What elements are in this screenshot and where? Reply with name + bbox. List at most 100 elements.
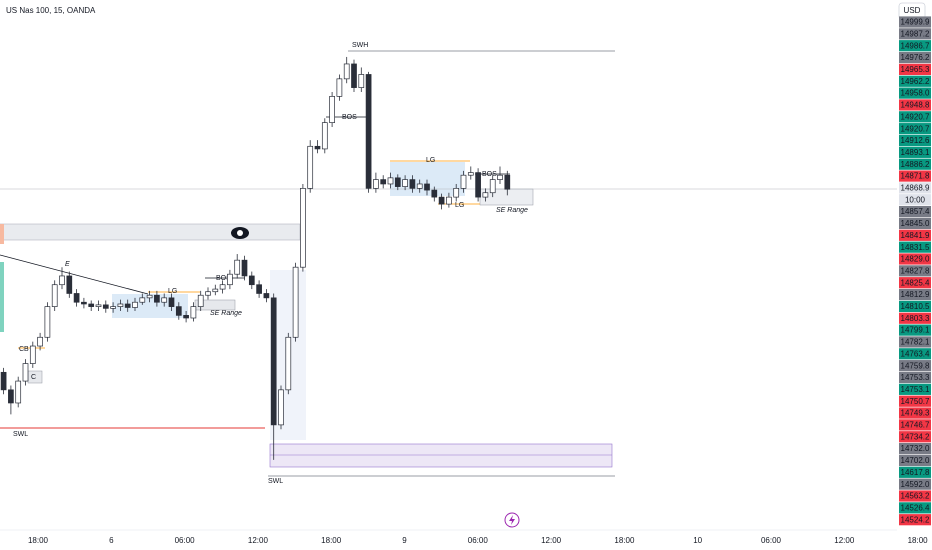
price-label-bg	[899, 206, 931, 218]
candle-body	[278, 389, 284, 426]
candle-body	[329, 96, 335, 123]
x-tick-label: 18:00	[28, 536, 49, 545]
price-label-bg	[899, 514, 931, 526]
price-label-bg	[899, 40, 931, 52]
candle-body	[51, 284, 58, 307]
price-label: 14831.5	[901, 243, 930, 252]
price-label: 14810.5	[901, 302, 930, 311]
candle-body	[132, 301, 138, 308]
candle-body	[292, 266, 299, 338]
x-tick-label: 18:00	[321, 536, 342, 545]
price-label: 14799.1	[901, 326, 930, 335]
candle-body	[81, 301, 87, 305]
price-label: 14526.4	[901, 503, 930, 512]
lightning-icon[interactable]	[504, 512, 520, 528]
annotation: LG	[426, 157, 435, 164]
candle-body	[190, 306, 197, 319]
price-label-bg	[899, 123, 931, 135]
price-label-bg	[899, 134, 931, 147]
annotation: SE Range	[496, 207, 528, 214]
price-label-bg	[899, 16, 931, 28]
price-label: 14868.9	[901, 184, 930, 193]
price-label: 14592.0	[901, 480, 930, 489]
price-label-bg	[899, 28, 931, 40]
candle-body	[248, 275, 255, 286]
price-label-bg	[899, 407, 931, 419]
candle-body	[256, 284, 262, 294]
candle-body	[15, 380, 22, 404]
price-label: 14746.7	[901, 421, 930, 430]
annotation: SWL	[268, 478, 283, 485]
price-label-bg	[899, 383, 931, 395]
price-label: 14920.7	[901, 124, 930, 133]
price-label-bg	[899, 99, 931, 111]
price-label-bg	[899, 182, 931, 194]
candle-body	[343, 63, 350, 80]
zone-edge	[0, 262, 4, 332]
annotation: SWH	[352, 42, 368, 49]
price-label: 14986.7	[901, 41, 930, 50]
price-label-bg	[899, 217, 931, 230]
price-label: 14524.2	[901, 515, 930, 524]
price-label-bg	[899, 170, 931, 182]
candle-body	[416, 183, 423, 189]
price-label-bg	[899, 300, 931, 312]
candle-body	[497, 174, 503, 180]
price-label: 14812.9	[901, 290, 930, 299]
eye-icon[interactable]	[231, 227, 249, 239]
candle-body	[212, 288, 219, 293]
price-label-bg	[899, 265, 931, 277]
candle-body	[321, 122, 328, 150]
price-label-bg	[899, 336, 931, 348]
candle-body	[183, 315, 189, 319]
candle-body	[300, 187, 306, 268]
candle-body	[351, 63, 357, 88]
candle-body	[168, 297, 175, 307]
candle-body	[8, 389, 14, 404]
candle-body	[219, 284, 226, 290]
price-label: 14893.1	[901, 148, 930, 157]
candle-body	[197, 294, 204, 307]
candle-body	[29, 345, 36, 364]
candle-body	[467, 172, 474, 176]
price-label-bg	[899, 87, 931, 99]
annotation: LG	[168, 288, 177, 295]
price-label-bg	[899, 194, 931, 206]
candle-body	[314, 145, 321, 150]
price-label-bg	[899, 288, 931, 301]
price-label: 14617.8	[901, 468, 930, 477]
price-label: 14829.0	[901, 255, 930, 264]
candle-body	[394, 177, 401, 187]
candle-body	[205, 291, 211, 296]
candle-body	[102, 304, 109, 309]
price-label: 14734.2	[901, 432, 930, 441]
candle-body	[263, 293, 270, 299]
price-label-bg	[899, 395, 931, 407]
zone-box	[0, 223, 301, 241]
candle-body	[409, 179, 416, 189]
chart-title: US Nas 100, 15, OANDA	[6, 6, 96, 15]
candle-body	[0, 371, 7, 391]
price-label: 14803.3	[901, 314, 930, 323]
annotation: SWL	[13, 431, 28, 438]
price-label-bg	[899, 277, 931, 289]
candle-body	[161, 297, 168, 303]
price-label-bg	[899, 490, 931, 502]
x-tick-label: 12:00	[248, 536, 269, 545]
price-label-bg	[899, 111, 931, 123]
currency[interactable]: USD	[904, 6, 921, 15]
candle-body	[227, 273, 233, 286]
candle-body	[424, 183, 430, 191]
candle-body	[124, 303, 131, 308]
candle-body	[504, 174, 511, 190]
price-label: 14782.1	[901, 338, 930, 347]
candle-body	[387, 177, 394, 185]
candle-body	[431, 189, 438, 198]
candle-body	[307, 145, 314, 189]
x-tick-label: 06:00	[468, 536, 489, 545]
x-tick-label: 6	[109, 536, 114, 545]
price-label: 14732.0	[901, 444, 930, 453]
price-label: 14976.2	[901, 53, 930, 62]
zone-edge	[0, 224, 4, 244]
